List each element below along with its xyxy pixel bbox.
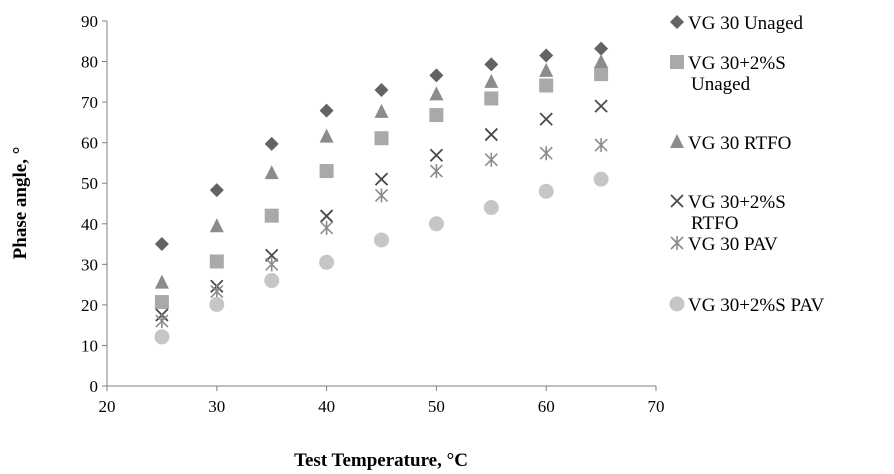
point-vg-30-unaged (539, 48, 554, 63)
point-vg-30-unaged (429, 68, 444, 83)
y-tick-label: 20 (81, 296, 98, 315)
point-vg-30-2-s-unaged (154, 295, 169, 310)
legend-label: VG 30+2%S (688, 192, 786, 213)
point-vg-30-unaged (154, 237, 169, 252)
y-tick-label: 50 (81, 174, 98, 193)
legend-item: VG 30 RTFO (670, 133, 791, 154)
point-vg-30-2-s-pav (538, 183, 554, 199)
point-vg-30-2-s-pav (209, 296, 225, 312)
point-vg-30-2-s-rtfo (374, 172, 389, 186)
point-vg-30-unaged (319, 103, 334, 118)
x-axis-title: Test Temperature, °C (294, 450, 468, 471)
point-vg-30-pav (429, 164, 443, 179)
x-axis-ticks: 20 30 40 50 60 70 (99, 386, 665, 416)
legend-item: VG 30 PAV (670, 234, 778, 255)
x-tick-label: 70 (648, 397, 665, 416)
legend-item: VG 30 Unaged (670, 13, 804, 34)
legend-label: Unaged (691, 74, 751, 95)
point-vg-30-2-s-unaged (209, 254, 224, 269)
legend-label: VG 30+2%S PAV (688, 295, 825, 316)
point-vg-30-unaged (594, 41, 609, 56)
point-vg-30-unaged (209, 183, 224, 198)
point-vg-30-2-s-pav (319, 254, 335, 270)
point-vg-30-2-s-pav (374, 232, 389, 248)
point-vg-30-rtfo (264, 165, 279, 180)
x-tick-label: 50 (428, 397, 445, 416)
x-tick-label: 40 (318, 397, 335, 416)
legend-marker (669, 296, 685, 312)
point-vg-30-2-s-rtfo (594, 99, 608, 113)
legend-label: VG 30 PAV (688, 234, 778, 255)
legend-marker (670, 134, 684, 148)
y-tick-label: 0 (90, 377, 99, 396)
y-axis-title: Phase angle, ° (10, 147, 31, 260)
x-tick-label: 20 (99, 397, 116, 416)
point-vg-30-2-s-unaged (374, 131, 389, 146)
data-points (154, 41, 609, 345)
y-tick-label: 30 (81, 255, 98, 274)
y-tick-label: 40 (81, 215, 98, 234)
y-tick-label: 90 (81, 12, 98, 31)
point-vg-30-2-s-rtfo (484, 127, 498, 142)
y-tick-label: 80 (81, 53, 98, 72)
legend-label: VG 30 Unaged (688, 13, 804, 34)
legend-item: VG 30+2%S PAV (669, 295, 825, 316)
point-vg-30-rtfo (154, 274, 169, 289)
y-axis-ticks: 0 10 20 30 40 50 60 70 80 90 (81, 12, 107, 396)
point-vg-30-unaged (374, 82, 389, 97)
point-vg-30-2-s-unaged (484, 91, 499, 106)
point-vg-30-2-s-unaged (429, 108, 444, 123)
point-vg-30-pav (155, 314, 169, 329)
plot-area: 0 10 20 30 40 50 60 70 80 90 20 30 40 50 60 70 (81, 12, 665, 416)
point-vg-30-2-s-unaged (594, 67, 609, 82)
point-vg-30-2-s-rtfo (539, 112, 553, 126)
y-tick-label: 10 (81, 336, 98, 355)
point-vg-30-2-s-pav (483, 200, 499, 216)
point-vg-30-2-s-unaged (539, 78, 554, 93)
point-vg-30-rtfo (484, 73, 499, 88)
x-tick-label: 60 (538, 397, 555, 416)
point-vg-30-2-s-unaged (319, 164, 334, 179)
point-vg-30-pav (374, 188, 389, 203)
legend-label: VG 30 RTFO (688, 133, 791, 154)
y-tick-label: 70 (81, 93, 98, 112)
point-vg-30-rtfo (319, 128, 334, 143)
legend-label: VG 30+2%S (688, 53, 786, 74)
point-vg-30-2-s-rtfo (429, 148, 444, 162)
legend-marker (670, 236, 684, 250)
point-vg-30-pav (484, 152, 498, 167)
point-vg-30-pav (210, 284, 224, 299)
point-vg-30-2-s-unaged (264, 208, 279, 223)
point-vg-30-unaged (484, 57, 499, 72)
legend-marker (670, 55, 684, 69)
point-vg-30-unaged (264, 136, 279, 151)
point-vg-30-rtfo (429, 86, 444, 101)
y-tick-label: 60 (81, 134, 98, 153)
point-vg-30-rtfo (374, 103, 389, 118)
point-vg-30-2-s-pav (154, 329, 170, 345)
legend-label: RTFO (691, 213, 738, 234)
point-vg-30-2-s-pav (264, 273, 280, 289)
x-tick-label: 30 (208, 397, 225, 416)
legend-marker (670, 15, 684, 29)
point-vg-30-rtfo (594, 53, 609, 68)
point-vg-30-pav (539, 146, 553, 161)
point-vg-30-2-s-pav (428, 216, 444, 232)
point-vg-30-2-s-pav (593, 171, 609, 187)
point-vg-30-pav (265, 257, 279, 272)
point-vg-30-pav (594, 138, 608, 153)
point-vg-30-pav (320, 220, 334, 235)
point-vg-30-2-s-rtfo (319, 209, 334, 223)
point-vg-30-rtfo (539, 62, 554, 77)
point-vg-30-rtfo (209, 218, 224, 233)
legend-marker (670, 194, 684, 208)
